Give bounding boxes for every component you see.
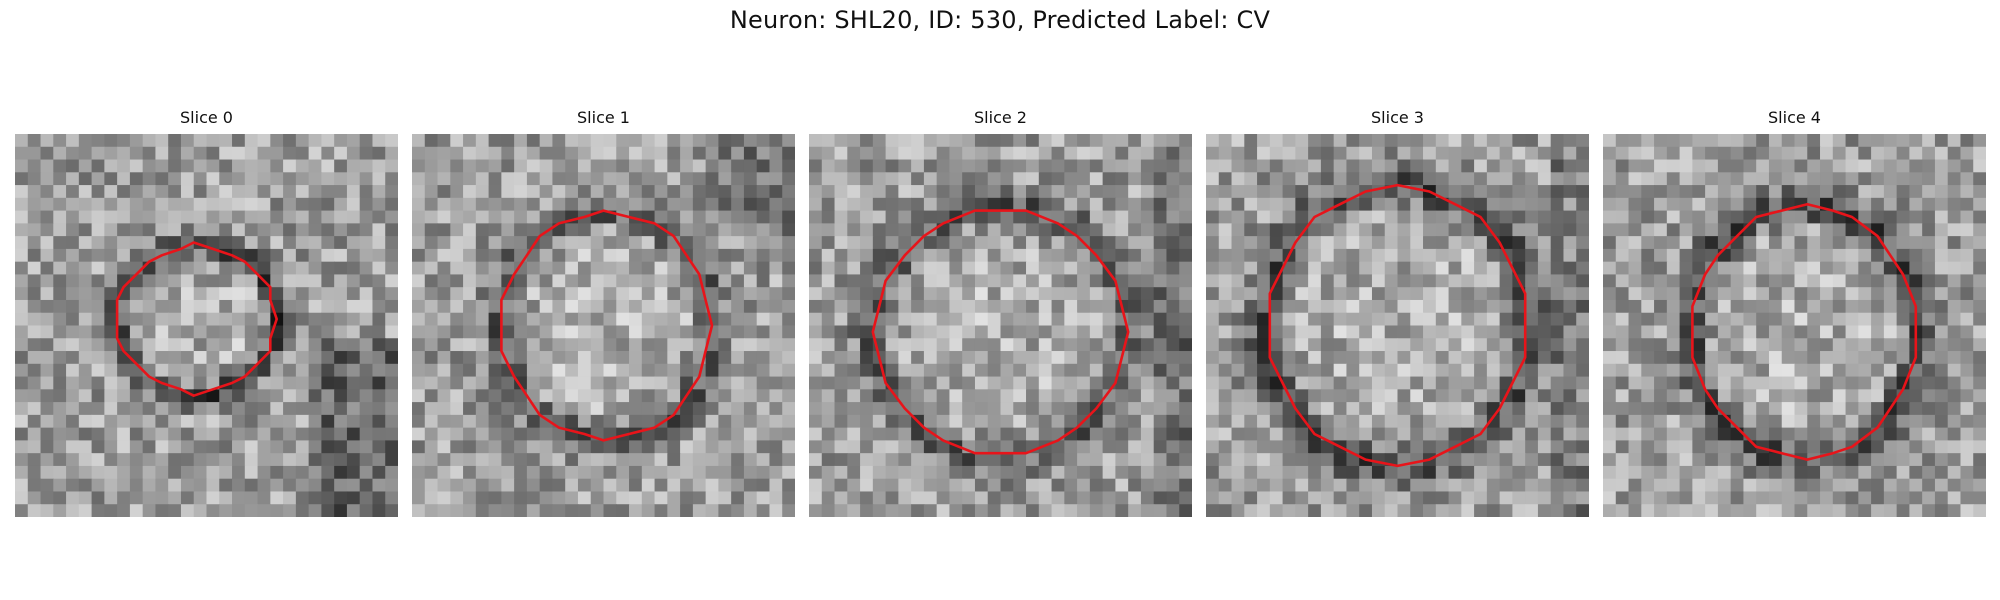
slice-image <box>15 134 398 517</box>
contour-outline <box>871 209 1130 455</box>
contour-outline <box>1691 202 1918 461</box>
slice-image <box>412 134 795 517</box>
slice-pixels <box>412 134 795 517</box>
slice-pixels <box>1603 134 1986 517</box>
figure-title: Neuron: SHL20, ID: 530, Predicted Label:… <box>729 6 1271 34</box>
contour-outline <box>500 209 714 442</box>
slice-image <box>1206 134 1589 517</box>
slice-title: Slice 1 <box>577 108 630 127</box>
slice-title: Slice 4 <box>1768 108 1821 127</box>
slice-image <box>809 134 1192 517</box>
slice-title: Slice 0 <box>180 108 233 127</box>
slice-image <box>1603 134 1986 517</box>
slice-title: Slice 3 <box>1371 108 1424 127</box>
contour-outline <box>1268 183 1527 468</box>
slice-pixels <box>15 134 398 517</box>
contour-outline <box>115 241 279 398</box>
slice-pixels <box>1206 134 1589 517</box>
slice-title: Slice 2 <box>974 108 1027 127</box>
slice-pixels <box>809 134 1192 517</box>
